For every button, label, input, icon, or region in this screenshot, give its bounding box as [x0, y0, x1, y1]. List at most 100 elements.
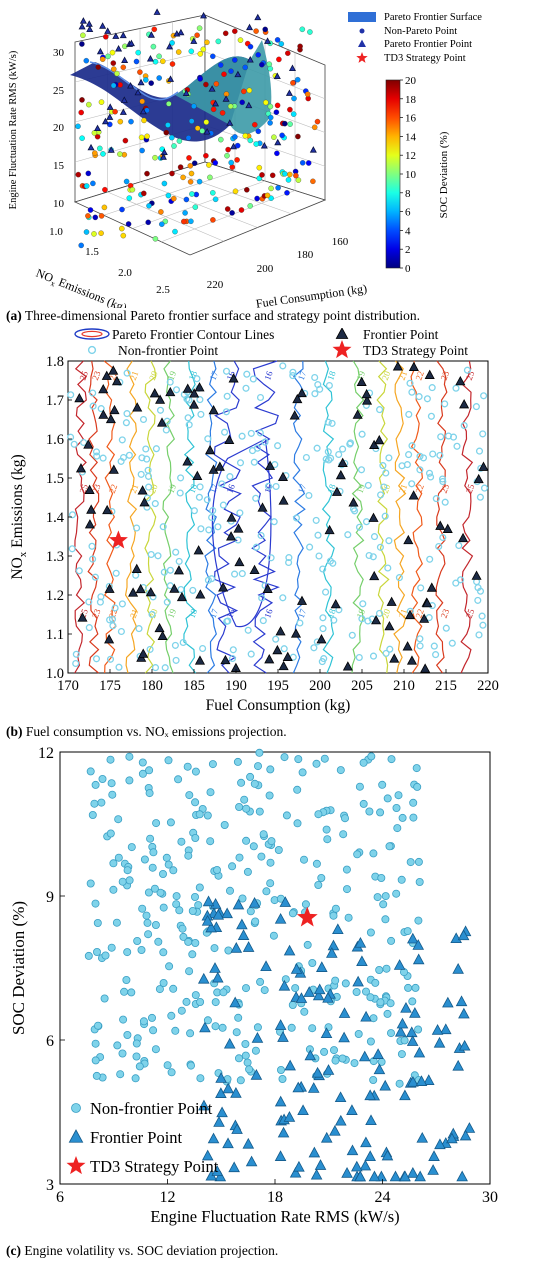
non-pareto-point [247, 137, 254, 144]
non-frontier-point [236, 509, 244, 517]
non-frontier-point [196, 396, 204, 404]
non-frontier-point [329, 911, 338, 920]
non-frontier-point [184, 414, 192, 422]
pareto-frontier-point [254, 13, 262, 21]
non-frontier-point [357, 466, 366, 474]
non-frontier-point [171, 1026, 180, 1035]
non-frontier-point [109, 859, 118, 868]
non-frontier-point [266, 858, 275, 867]
non-pareto-point [100, 151, 106, 157]
frontier-point [422, 1074, 435, 1085]
non-frontier-point [219, 501, 227, 509]
frontier-point [342, 661, 353, 671]
non-frontier-point [186, 1029, 195, 1038]
non-frontier-point [116, 1070, 125, 1079]
non-pareto-point [224, 206, 231, 212]
non-pareto-point [215, 38, 222, 45]
non-pareto-point [109, 49, 116, 56]
non-pareto-point [255, 52, 261, 58]
pareto-frontier-point [234, 70, 242, 78]
non-frontier-point [312, 516, 320, 524]
x-tick-label: 220 [207, 279, 224, 291]
non-frontier-point [147, 550, 155, 559]
frontier-point [77, 612, 88, 622]
pareto-frontier-point [119, 31, 127, 39]
non-pareto-point [102, 186, 108, 193]
x-axis-label: Fuel Consumption (kg) [206, 697, 351, 714]
non-pareto-point [282, 171, 288, 177]
frontier-point [354, 1170, 367, 1182]
non-pareto-point [267, 120, 273, 126]
x-tick-label: 200 [257, 263, 274, 275]
pareto-frontier-point [106, 113, 114, 120]
non-frontier-point [113, 1041, 122, 1050]
caption-b: (b) Fuel consumption vs. NOₓ emissions p… [6, 724, 287, 739]
pareto-frontier-point [86, 25, 94, 33]
non-frontier-point [166, 378, 174, 386]
non-pareto-point [192, 204, 199, 210]
pareto-frontier-point [200, 11, 208, 19]
frontier-point [407, 1166, 419, 1178]
non-frontier-point [91, 899, 100, 908]
y-tick-label: 1.1 [46, 627, 64, 643]
non-frontier-point [280, 753, 289, 762]
non-pareto-point [284, 190, 290, 196]
non-frontier-point [256, 977, 265, 986]
non-pareto-point [187, 163, 194, 169]
contour-label: 23 [439, 482, 452, 494]
frontier-point [278, 495, 289, 505]
frontier-point [426, 582, 437, 592]
x-axis-label: Engine Fluctuation Rate RMS (kW/s) [150, 1207, 399, 1226]
non-frontier-point [478, 612, 486, 620]
non-frontier-point [281, 975, 290, 984]
non-frontier-point [335, 450, 343, 459]
non-pareto-point [117, 118, 124, 125]
frontier-point [386, 596, 397, 606]
non-frontier-point [289, 368, 297, 376]
frontier-point [389, 653, 400, 663]
pareto-surface-edge [89, 61, 179, 101]
frontier-point [98, 409, 109, 419]
contour-label: 22 [413, 483, 425, 495]
non-frontier-point [430, 642, 438, 650]
frontier-point [452, 1059, 464, 1071]
non-pareto-point [191, 103, 197, 109]
non-frontier-point [172, 656, 180, 664]
non-frontier-point [314, 531, 322, 539]
frontier-point [296, 595, 308, 605]
frontier-point [83, 439, 94, 449]
non-frontier-point [123, 369, 131, 377]
non-frontier-point [293, 819, 302, 828]
z-axis-label: Engine Fluctuation Rate RMS (kW/s) [8, 50, 19, 209]
non-pareto-point [224, 152, 230, 159]
z-tick-label: 10 [53, 198, 65, 210]
non-frontier-point [169, 866, 178, 875]
non-pareto-point [139, 147, 145, 154]
non-pareto-point [161, 180, 168, 187]
non-pareto-point [111, 66, 117, 72]
non-pareto-point [285, 50, 291, 56]
non-frontier-point [123, 410, 131, 418]
non-frontier-point [183, 762, 192, 771]
non-frontier-point [234, 1054, 243, 1063]
non-frontier-point [114, 853, 123, 862]
non-frontier-point [145, 766, 154, 775]
non-pareto-point [175, 49, 182, 55]
non-frontier-point [282, 811, 291, 820]
non-frontier-point [106, 829, 115, 838]
non-frontier-point [377, 491, 385, 499]
non-frontier-point [435, 542, 443, 551]
frontier-point [456, 1170, 468, 1182]
non-frontier-point [382, 649, 390, 657]
non-frontier-point [241, 1051, 250, 1060]
frontier-point [457, 929, 470, 941]
non-frontier-point [411, 983, 420, 992]
non-frontier-point [476, 493, 484, 501]
non-frontier-point [166, 566, 174, 574]
non-pareto-point [107, 121, 113, 128]
non-pareto-point [266, 61, 273, 67]
non-frontier-point [457, 576, 465, 584]
caption-c: (c) Engine volatility vs. SOC deviation … [6, 1243, 279, 1258]
non-frontier-point [145, 483, 153, 491]
non-pareto-point [139, 98, 145, 105]
